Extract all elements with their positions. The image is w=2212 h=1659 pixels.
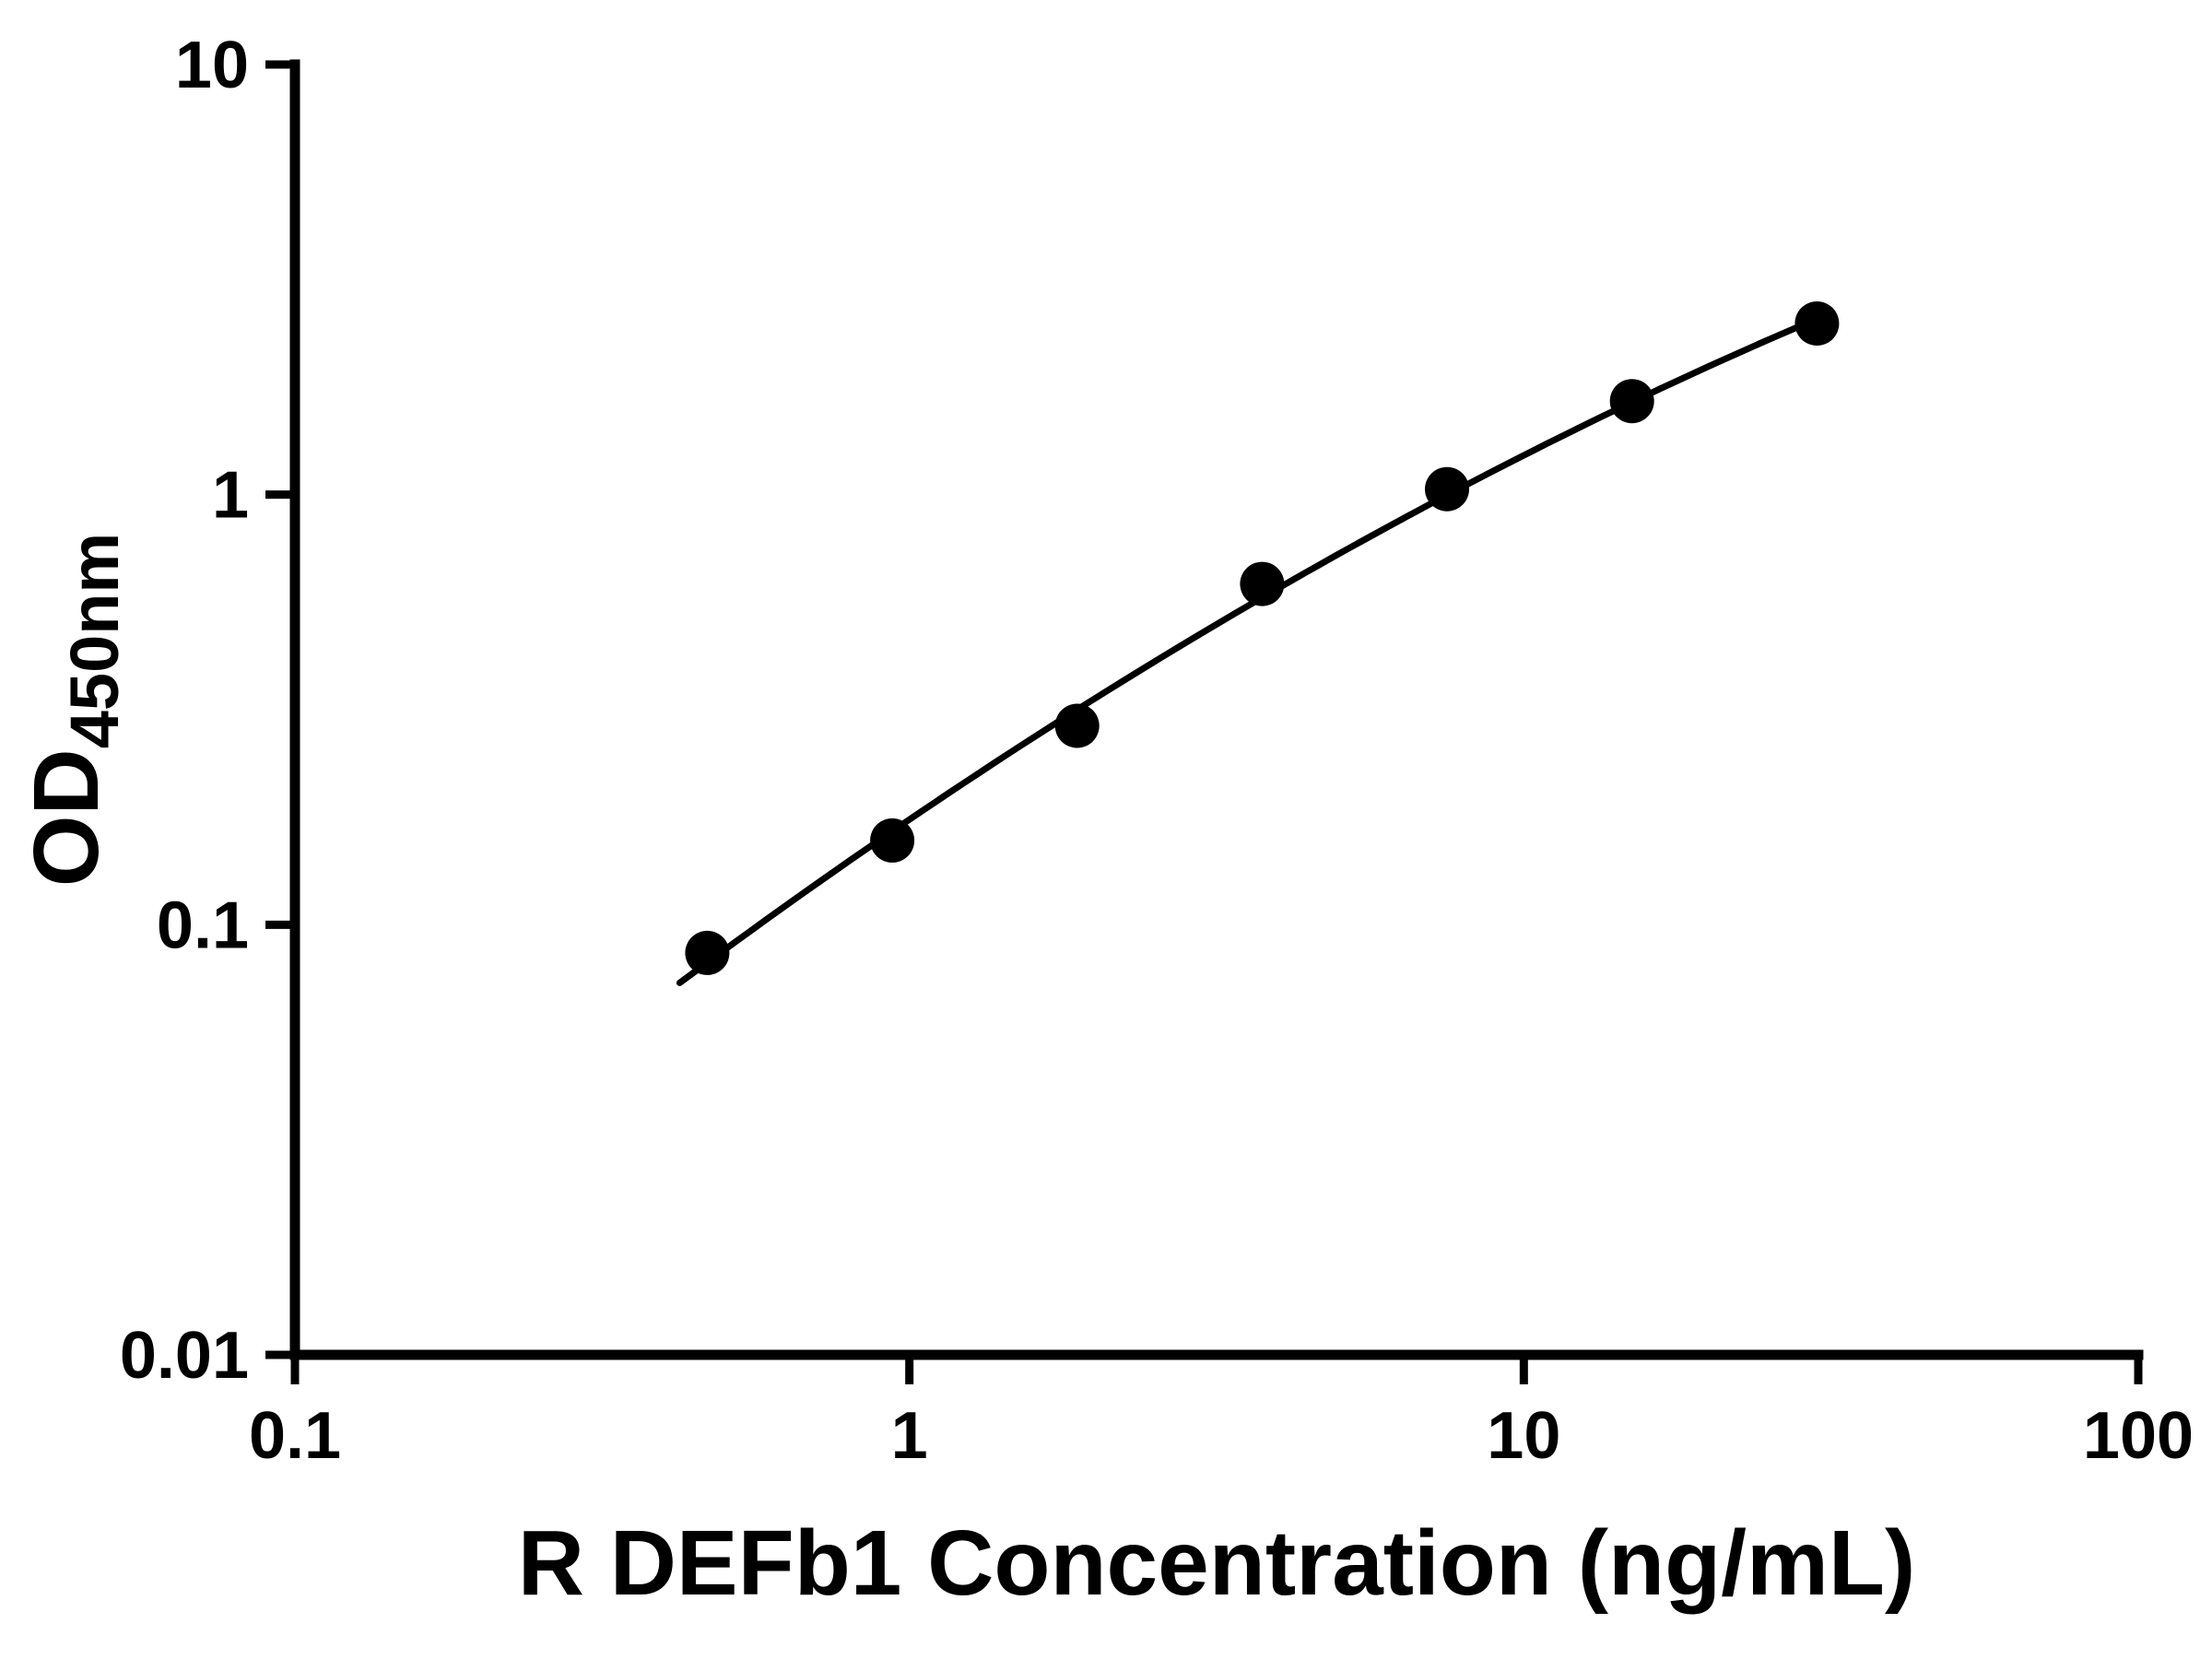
data-point: [1054, 703, 1100, 748]
y-axis-title-subscript: 450nm: [56, 533, 133, 748]
y-tick-label: 0.01: [120, 1319, 249, 1393]
data-point: [870, 818, 915, 863]
x-tick-label: 10: [1487, 1399, 1560, 1473]
y-axis-title: OD450nm: [15, 533, 133, 887]
axes-spine: [289, 59, 2144, 1360]
y-tick-label: 10: [175, 29, 249, 102]
x-tick-label: 100: [2083, 1399, 2194, 1473]
data-point: [1609, 379, 1654, 424]
x-tick-label: 0.1: [249, 1399, 341, 1473]
data-point: [1425, 466, 1469, 512]
data-point: [1240, 561, 1285, 606]
y-axis-title-base: OD: [15, 748, 118, 887]
x-axis-title: R DEFb1 Concentration (ng/mL): [518, 1512, 1916, 1615]
data-point: [1794, 301, 1840, 346]
fit-curve: [676, 315, 1820, 986]
data-point: [685, 930, 730, 975]
y-tick-label: 0.1: [157, 888, 249, 962]
y-tick-label: 1: [212, 459, 249, 533]
x-tick-label: 1: [891, 1399, 928, 1473]
